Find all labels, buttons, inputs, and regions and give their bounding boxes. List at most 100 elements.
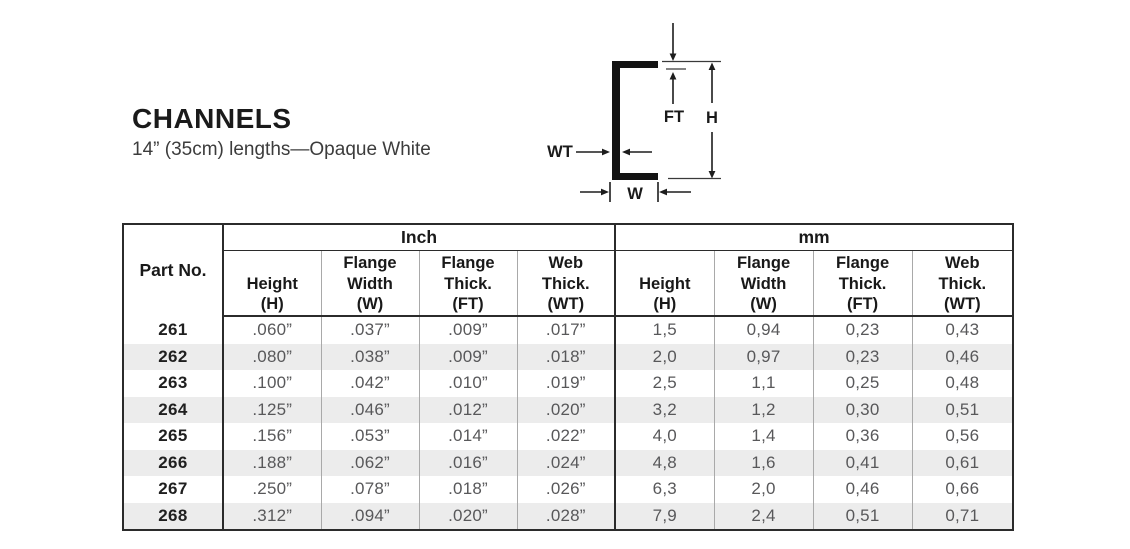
mm-flange-width-cell: 2,4 [713,502,814,530]
table-row: 261 .060” .037” .009” .017” 1,5 0,94 0,2… [123,316,1014,344]
table-row: 265 .156” .053” .014” .022” 4,0 1,4 0,36… [123,423,1014,450]
mm-flange-thick-cell: 0,51 [812,502,913,530]
inch-web-thick-cell: .024” [516,449,616,476]
inch-height-cell: .188” [222,449,321,476]
part-no-cell: 268 [123,502,223,530]
inch-height-cell: .250” [222,476,321,503]
inch-flange-thick-cell: .016” [418,449,517,476]
mm-web-thick-cell: 0,61 [911,449,1014,476]
inch-flange-width-cell: .094” [320,502,419,530]
mm-height-cell: 6,3 [614,476,715,503]
mm-flange-thick-cell: 0,46 [812,476,913,503]
inch-web-thick-cell: .019” [516,370,616,397]
mm-web-thick-cell: 0,43 [911,316,1014,344]
mm-web-thick-cell: 0,51 [911,396,1014,423]
mm-flange-thick-cell: 0,25 [812,370,913,397]
inch-flange-thick-cell: .018” [418,476,517,503]
h-up-arrow-icon [708,62,716,70]
mm-flange-width-cell: 2,0 [713,476,814,503]
channel-web [612,61,620,180]
w-label: W [627,185,643,203]
part-no-cell: 267 [158,479,188,499]
inch-height-cell: .312” [222,502,321,530]
inch-flange-thick-cell: .009” [418,343,517,370]
inch-height-cell: .060” [222,316,321,344]
inch-flange-thick-cell: .020” [418,502,517,530]
mm-flange-width-cell: 1,1 [713,370,814,397]
mm-height-cell: 3,2 [614,396,715,423]
inch-flange-width-cell: .078” [320,476,419,503]
h-down-arrow-icon [708,171,716,179]
mm-web-thick-cell: 0,48 [911,370,1014,397]
mm-flange-thick-cell: 0,30 [812,396,913,423]
part-no-cell: 265 [158,426,188,446]
part-no-cell: 261 [158,319,188,339]
inch-web-thick-cell: .028” [516,502,616,530]
h-label: H [706,109,718,127]
wt-left-arrow-icon [622,148,630,156]
mm-flange-thick-cell: 0,36 [812,423,913,450]
inch-web-thick-cell: .022” [516,423,616,450]
page-subtitle: 14” (35cm) lengths—Opaque White [132,138,431,160]
sub-header-row: Height (H) Flange Width (W) Flange Thick… [123,250,1014,317]
mm-flange-width-cell: 1,6 [713,449,814,476]
table-body: 261 .060” .037” .009” .017” 1,5 0,94 0,2… [123,316,1014,530]
inch-flange-thick-cell: .009” [418,316,517,344]
inch-height-cell: .080” [222,343,321,370]
ft-label: FT [664,108,684,126]
w-right-arrow-icon [601,188,609,196]
col-header-inch-flange-width: Flange Width (W) [320,250,419,317]
inch-height-cell: .125” [222,396,321,423]
table-row: 268 .312” .094” .020” .028” 7,9 2,4 0,51… [123,502,1014,530]
inch-web-thick-cell: .018” [516,343,616,370]
inch-flange-width-cell: .038” [320,343,419,370]
channel-bottom-flange [612,173,658,180]
mm-web-thick-cell: 0,46 [911,343,1014,370]
part-no-cell: 264 [123,396,223,423]
title-block: CHANNELS 14” (35cm) lengths—Opaque White [132,103,431,162]
mm-flange-thick-cell: 0,23 [812,343,913,370]
wt-label: WT [547,143,573,161]
group-header-inch: Inch [221,224,616,251]
mm-web-thick-cell: 0,71 [911,502,1014,530]
mm-height-cell: 7,9 [614,502,715,530]
mm-web-thick-cell: 0,66 [911,476,1014,503]
inch-flange-width-cell: .042” [320,370,419,397]
mm-height-cell: 4,8 [614,449,715,476]
inch-flange-width-cell: .037” [320,316,419,344]
col-header-inch-flange-thick: Flange Thick. (FT) [418,250,517,317]
mm-flange-thick-cell: 0,23 [812,316,913,344]
mm-flange-width-cell: 1,2 [713,396,814,423]
mm-flange-width-cell: 0,97 [713,343,814,370]
mm-flange-width-cell: 0,94 [713,316,814,344]
group-header-mm: mm [614,224,1014,251]
inch-web-thick-cell: .020” [516,396,616,423]
inch-flange-width-cell: .053” [320,423,419,450]
table-row: 267 .250” .078” .018” .026” 6,3 2,0 0,46… [123,476,1014,503]
col-header-part-no: Part No. [139,260,207,280]
mm-height-cell: 1,5 [614,316,715,344]
inch-flange-thick-cell: .014” [418,423,517,450]
table-row: 263 .100” .042” .010” .019” 2,5 1,1 0,25… [123,370,1014,397]
col-header-mm-flange-thick: Flange Thick. (FT) [812,250,913,317]
mm-height-cell: 2,5 [614,370,715,397]
mm-height-cell: 4,0 [614,423,715,450]
table-row: 264 .125” .046” .012” .020” 3,2 1,2 0,30… [123,396,1014,423]
page-title: CHANNELS [132,103,292,134]
inch-flange-width-cell: .046” [320,396,419,423]
table-row: 262 .080” .038” .009” .018” 2,0 0,97 0,2… [123,343,1014,370]
part-no-cell: 266 [123,449,223,476]
mm-flange-thick-cell: 0,41 [812,449,913,476]
ft-up-arrow-icon [669,72,677,80]
col-header-inch-height: Height (H) [222,250,321,317]
mm-web-thick-cell: 0,56 [911,423,1014,450]
inch-height-cell: .100” [222,370,321,397]
part-no-cell: 263 [158,373,188,393]
dimensions-table: Part No. Inch mm Height (H) Flange Width… [122,223,1015,531]
channel-top-flange [612,61,658,68]
part-no-cell: 262 [123,343,223,370]
mm-height-cell: 2,0 [614,343,715,370]
col-header-inch-web-thick: Web Thick. (WT) [516,250,616,317]
wt-right-arrow-icon [602,148,610,156]
inch-flange-thick-cell: .010” [418,370,517,397]
